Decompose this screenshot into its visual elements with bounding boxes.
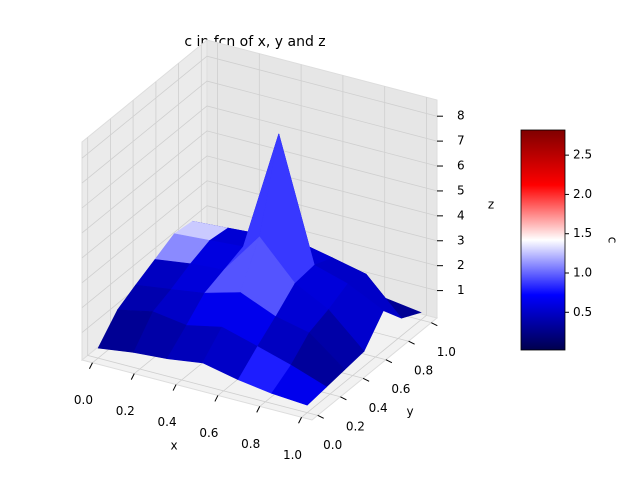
z-tick-label: 3 <box>457 233 465 247</box>
z-tick-label: 2 <box>457 258 465 272</box>
colorbar-tick-label: 1.0 <box>573 266 592 280</box>
grid-line <box>87 137 318 416</box>
grid-line <box>301 97 427 418</box>
tick-mark <box>317 414 324 419</box>
tick-mark <box>214 395 219 402</box>
colorbar-tick-label: 2.0 <box>573 187 592 201</box>
y-tick-label: 0.6 <box>391 382 410 396</box>
colorbar-tick-label: 1.5 <box>573 226 592 240</box>
z-tick-label: 8 <box>457 109 465 123</box>
colorbar <box>520 129 566 351</box>
grid-line <box>81 80 438 184</box>
tick-mark <box>172 384 177 391</box>
grid-line <box>81 105 438 209</box>
tick-mark <box>362 377 370 382</box>
grid-line <box>81 130 438 234</box>
colorbar-tick-label: 0.5 <box>573 305 592 319</box>
z-tick-label: 4 <box>457 208 465 222</box>
colorbar-label: c <box>606 237 620 244</box>
x-tick-label: 0.6 <box>199 426 218 440</box>
x-axis-label: x <box>170 439 177 453</box>
colorbar-tick-label: 2.5 <box>573 148 592 162</box>
tick-mark <box>408 340 415 345</box>
z-axis-label: z <box>488 198 494 212</box>
y-tick-label: 0.8 <box>414 364 433 378</box>
y-axis-label: y <box>406 405 413 419</box>
grid-line <box>81 205 438 309</box>
z-tick-label: 7 <box>457 134 465 148</box>
y-tick-label: 0.4 <box>369 401 388 415</box>
tick-mark <box>385 359 393 364</box>
x-tick-label: 0.8 <box>241 437 260 451</box>
grid-line <box>81 180 438 284</box>
x-tick-label: 0.4 <box>158 415 177 429</box>
tick-mark <box>130 373 135 380</box>
z-tick-label: 1 <box>457 283 465 297</box>
y-tick-label: 0.0 <box>323 438 342 452</box>
tick-mark <box>340 396 347 401</box>
grid-line <box>81 155 438 259</box>
z-tick-label: 5 <box>457 183 465 197</box>
x-tick-label: 1.0 <box>283 448 302 462</box>
x-tick-label: 0.2 <box>116 404 135 418</box>
tick-mark <box>431 322 438 327</box>
z-tick-label: 6 <box>457 159 465 173</box>
tick-mark <box>256 406 261 413</box>
x-tick-label: 0.0 <box>74 393 93 407</box>
tick-mark <box>89 362 93 369</box>
grid-line <box>81 55 438 159</box>
surface-patch <box>271 364 327 406</box>
y-tick-label: 0.2 <box>346 419 365 433</box>
y-tick-label: 1.0 <box>437 345 456 359</box>
tick-mark <box>298 417 302 424</box>
